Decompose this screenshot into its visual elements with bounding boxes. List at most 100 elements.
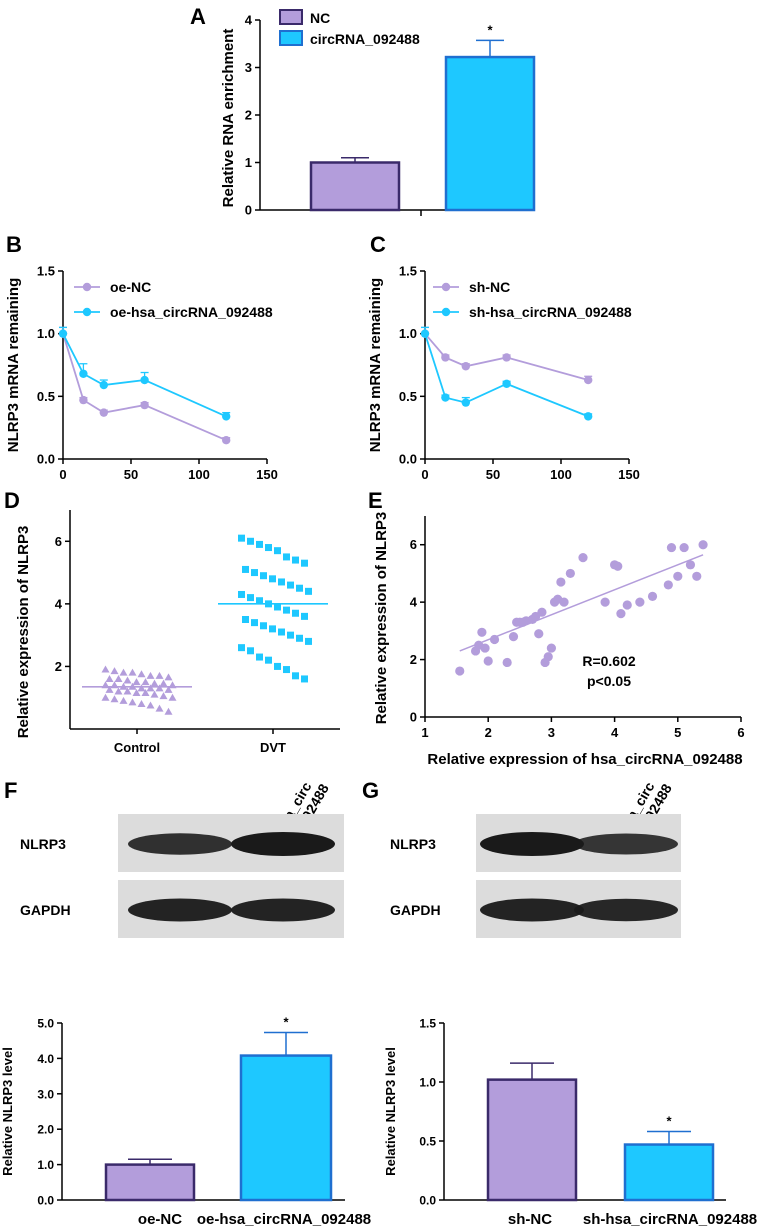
data-point: [137, 684, 146, 692]
data-point: [159, 679, 168, 687]
bar: [104, 1163, 196, 1202]
y-axis-title: NLRP3 mRNA remaining: [5, 278, 22, 452]
data-point: [58, 329, 68, 338]
legend-marker: [82, 307, 92, 317]
data-point: [301, 675, 308, 683]
data-point: [251, 569, 258, 577]
data-point: [132, 689, 141, 697]
legend-label: sh-hsa_circRNA_092488: [469, 304, 632, 320]
y-tick-label: 6: [410, 537, 417, 552]
x-tick-label: 50: [486, 467, 500, 482]
y-tick-label: 5.0: [37, 1017, 54, 1031]
x-tick-label: 0: [421, 467, 428, 482]
y-tick-label: 2.0: [37, 1123, 54, 1137]
data-point: [305, 587, 312, 595]
x-tick-label: 1: [421, 725, 428, 740]
legend-swatch: [279, 9, 303, 25]
x-tick-label: 4: [611, 725, 619, 740]
data-point: [613, 561, 623, 571]
data-point: [673, 571, 683, 581]
x-tick-label: Control: [114, 740, 160, 755]
data-point: [274, 662, 281, 670]
data-point: [283, 666, 290, 674]
legend-label: oe-NC: [110, 279, 151, 295]
y-tick-label: 0.0: [399, 452, 417, 467]
y-tick-label: 2: [245, 108, 252, 123]
data-point: [477, 627, 487, 637]
data-point: [441, 393, 450, 402]
data-point: [119, 668, 128, 676]
data-point: [666, 542, 677, 553]
data-point: [238, 590, 245, 598]
data-point: [287, 631, 294, 639]
legend-label: circRNA_092488: [310, 31, 420, 47]
data-point: [79, 369, 88, 378]
y-axis-title: Relative RNA enrichment: [220, 29, 237, 208]
data-point: [283, 606, 290, 614]
y-axis-title: Relative NLRP3 level: [383, 1047, 398, 1176]
data-point: [150, 690, 159, 698]
data-point: [663, 580, 673, 590]
data-point: [420, 329, 430, 338]
x-tick-label: 6: [737, 725, 744, 740]
legend-label: sh-NC: [469, 279, 510, 295]
data-point: [101, 665, 110, 673]
blot-band: [574, 898, 678, 922]
data-point: [128, 668, 137, 676]
data-point: [622, 600, 632, 610]
data-point: [600, 597, 610, 607]
bar: [309, 161, 401, 212]
data-point: [685, 560, 696, 570]
data-point: [480, 643, 490, 653]
data-point: [647, 591, 658, 602]
data-point: [537, 607, 547, 617]
blot-row-label: GAPDH: [390, 902, 441, 918]
data-point: [164, 707, 173, 715]
data-point: [222, 412, 231, 421]
y-tick-label: 4: [245, 13, 253, 28]
blot-band: [574, 833, 678, 855]
data-point: [251, 619, 258, 627]
x-tick-label: DVT: [260, 740, 286, 755]
data-point: [247, 537, 254, 545]
data-point: [455, 666, 465, 676]
data-point: [287, 581, 294, 589]
x-tick-label: 150: [618, 467, 640, 482]
data-point: [584, 412, 593, 421]
x-category-label: oe-hsa_circRNA_092488: [197, 1211, 371, 1228]
data-point: [247, 594, 254, 602]
data-point: [128, 698, 137, 706]
series-line: [424, 333, 589, 418]
significance-marker: *: [283, 1015, 289, 1030]
data-point: [141, 689, 150, 697]
data-point: [114, 674, 123, 682]
data-point: [256, 540, 263, 548]
y-axis-title: NLRP3 mRNA remaining: [367, 278, 384, 452]
data-point: [265, 544, 272, 552]
data-point: [556, 577, 566, 587]
panel-letter: G: [362, 778, 379, 803]
y-tick-label: 1.5: [399, 264, 417, 279]
y-tick-label: 1: [245, 155, 252, 170]
y-axis-title: Relative expression of NLRP3: [373, 512, 390, 725]
bar: [623, 1143, 715, 1202]
x-tick-label: 50: [124, 467, 138, 482]
y-tick-label: 4.0: [37, 1052, 54, 1066]
data-point: [110, 667, 119, 675]
y-tick-label: 0: [410, 710, 417, 725]
y-tick-label: 4: [410, 595, 418, 610]
data-point: [461, 398, 470, 407]
blot-row-label: GAPDH: [20, 902, 71, 918]
data-point: [164, 673, 173, 681]
data-point: [274, 547, 281, 555]
panel-letter: E: [368, 488, 383, 513]
data-point: [155, 671, 164, 679]
data-point: [242, 616, 249, 623]
data-point: [256, 597, 263, 605]
data-point: [238, 644, 245, 652]
data-point: [222, 436, 231, 445]
y-tick-label: 2: [55, 659, 62, 674]
data-point: [278, 628, 285, 636]
x-tick-label: 2: [485, 725, 492, 740]
data-point: [146, 684, 155, 692]
